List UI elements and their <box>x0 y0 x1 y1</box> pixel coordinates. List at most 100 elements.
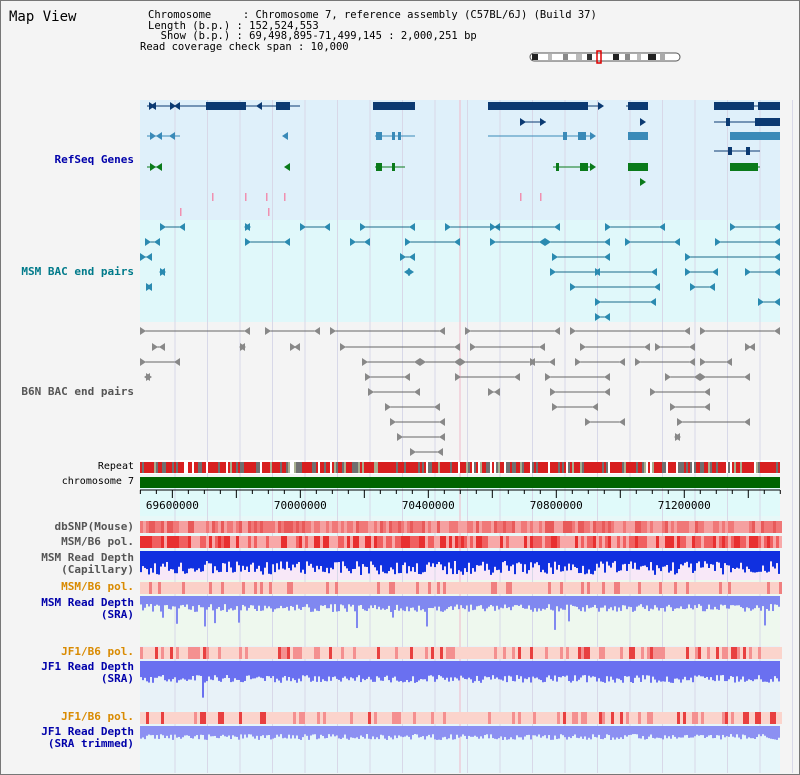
jf1-b6-pol-heat-cell <box>641 647 644 659</box>
jf1-trimmed-depth-bar <box>294 726 296 739</box>
msm-sra-depth-bar <box>684 596 686 610</box>
jf1-sra-depth-bar <box>534 661 536 679</box>
jf1-b6-pol-heat-cell <box>614 647 617 659</box>
jf1-trimmed-depth-bar <box>650 726 652 735</box>
track-label-msm-bac[interactable]: MSM BAC end pairs <box>21 265 134 278</box>
msm-b6-pol-sra-heat-cell <box>731 582 734 594</box>
b6n-bac-end <box>494 388 500 396</box>
jf1-sra-depth-bar <box>526 661 528 680</box>
jf1-sra-depth-bar <box>198 661 200 676</box>
repeat-segment <box>756 462 758 473</box>
b6n-bac-end <box>585 418 591 426</box>
track-label-jf1-read-depth-sra[interactable]: JF1 Read Depth (SRA) <box>41 660 134 685</box>
jf1-trimmed-depth-bar <box>636 726 638 735</box>
msm-bac-end <box>595 313 601 321</box>
msm-b6-pol-heat-cell <box>452 536 455 548</box>
msm-b6-pol-sra-heat-cell <box>686 582 689 594</box>
track-label-jf1-b6-pol-1[interactable]: JF1/B6 pol. <box>61 645 134 658</box>
msm-sra-depth-bar <box>438 596 440 607</box>
msm-capillary-depth-bar <box>200 551 202 572</box>
msm-b6-pol-heat-cell <box>506 536 509 548</box>
msm-capillary-depth-bar <box>694 551 696 571</box>
msm-capillary-depth-bar <box>622 551 624 565</box>
jf1-b6-pol-heat-cell <box>542 647 545 659</box>
msm-b6-pol-sra-heat-cell <box>164 582 167 594</box>
msm-sra-depth-bar <box>612 596 614 611</box>
jf1-sra-depth-bar <box>376 661 378 677</box>
dbsnp-heat-cell <box>620 521 623 533</box>
msm-b6-pol-sra-heat-cell <box>161 582 164 594</box>
msm-sra-depth-bar <box>196 596 198 612</box>
jf1-sra-depth-bar <box>266 661 268 677</box>
dbsnp-heat-cell <box>659 521 662 533</box>
jf1-b6-pol-heat-cell <box>584 647 587 659</box>
msm-sra-depth-bar <box>430 596 432 608</box>
jf1-trimmed-depth-bar <box>280 726 282 735</box>
msm-capillary-depth-bar <box>724 551 726 564</box>
jf1-b6-pol-2-heat-cell <box>422 712 425 724</box>
chromosome-ideogram[interactable] <box>529 50 681 64</box>
jf1-b6-pol-2-heat-cell <box>206 712 209 724</box>
msm-sra-depth-bar <box>200 596 202 608</box>
jf1-sra-depth-bar <box>412 661 414 677</box>
track-label-msm-b6-pol-2[interactable]: MSM/B6 pol. <box>61 580 134 593</box>
track-label-b6n-bac[interactable]: B6N BAC end pairs <box>21 385 134 398</box>
track-label-msm-read-depth-sra[interactable]: MSM Read Depth (SRA) <box>41 596 134 621</box>
track-label-msm-read-depth-capillary[interactable]: MSM Read Depth (Capillary) <box>41 551 134 576</box>
msm-sra-depth-bar <box>332 596 334 612</box>
msm-capillary-depth-bar <box>240 551 242 572</box>
msm-sra-depth-bar <box>638 596 640 606</box>
msm-b6-pol-sra-heat-cell <box>209 582 212 594</box>
b6n-bac-end <box>554 327 560 335</box>
msm-b6-pol-sra-heat-cell <box>446 582 449 594</box>
msm-bac-end <box>758 298 764 306</box>
jf1-b6-pol-2-heat-cell <box>209 712 212 724</box>
msm-b6-pol-heat-cell <box>302 536 305 548</box>
repeat-segment <box>576 462 578 473</box>
track-label-jf1-b6-pol-2[interactable]: JF1/B6 pol. <box>61 710 134 723</box>
jf1-b6-pol-2-heat-cell <box>776 712 779 724</box>
jf1-sra-depth-bar <box>774 661 776 677</box>
dbsnp-heat-cell <box>536 521 539 533</box>
repeat-segment <box>584 462 586 473</box>
repeat-segment <box>420 462 422 473</box>
msm-b6-pol-sra-heat-cell <box>725 582 728 594</box>
jf1-sra-depth-bar <box>316 661 318 682</box>
repeat-segment <box>556 462 558 473</box>
msm-b6-pol-sra-heat-cell <box>491 582 494 594</box>
jf1-b6-pol-2-heat-cell <box>554 712 557 724</box>
dbsnp-heat-cell <box>323 521 326 533</box>
dbsnp-heat-cell <box>515 521 518 533</box>
track-label-dbsnp[interactable]: dbSNP(Mouse) <box>54 520 134 533</box>
track-label-msm-b6-pol-1[interactable]: MSM/B6 pol. <box>61 535 134 548</box>
jf1-b6-pol-heat-cell <box>593 647 596 659</box>
jf1-b6-pol-heat-cell <box>668 647 671 659</box>
ideogram-band <box>532 54 538 60</box>
jf1-trimmed-depth-bar <box>730 726 732 735</box>
b6n-bac-end <box>539 343 545 351</box>
jf1-b6-pol-heat-cell <box>143 647 146 659</box>
jf1-b6-pol-2-heat-cell <box>341 712 344 724</box>
msm-capillary-depth-bar <box>396 551 398 563</box>
jf1-b6-pol-2-heat-cell <box>230 712 233 724</box>
track-label-jf1-read-depth-trimmed[interactable]: JF1 Read Depth (SRA trimmed) <box>41 725 134 750</box>
msm-sra-depth-bar <box>408 596 410 612</box>
jf1-trimmed-depth-bar <box>774 726 776 740</box>
jf1-sra-depth-bar <box>356 661 358 678</box>
jf1-b6-pol-2-heat-cell <box>521 712 524 724</box>
refseq-minor-tick <box>212 193 214 201</box>
track-label-refseq[interactable]: RefSeq Genes <box>54 153 134 166</box>
msm-bac-end <box>146 253 152 261</box>
msm-sra-depth-bar <box>652 596 654 610</box>
jf1-sra-depth-bar <box>450 661 452 678</box>
jf1-trimmed-depth-bar <box>376 726 378 738</box>
jf1-b6-pol-heat-cell <box>560 647 563 659</box>
refseq-strand-arrow <box>150 102 156 110</box>
msm-capillary-depth-bar <box>434 551 436 568</box>
msm-capillary-depth-bar <box>322 551 324 572</box>
jf1-trimmed-depth-bar <box>524 726 526 737</box>
msm-sra-depth-bar <box>762 596 764 607</box>
refseq-gene-row5c-exon <box>580 163 588 171</box>
msm-b6-pol-sra-heat-cell <box>287 582 290 594</box>
